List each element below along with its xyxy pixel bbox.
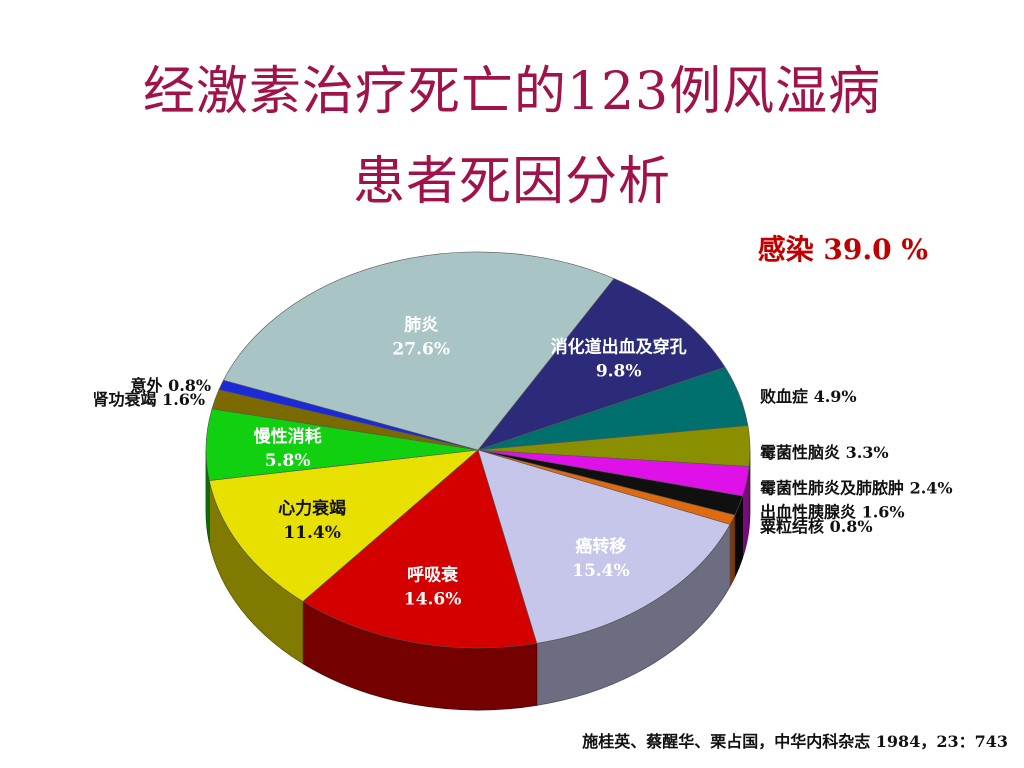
citation: 施桂英、蔡醒华、栗占国，中华内科杂志 1984，23：743 [582,732,1008,751]
slice-label-3: 霉菌性脑炎 3.3% [760,443,889,462]
slice-label-value-10: 5.8% [265,451,311,471]
slice-label-value-1: 9.8% [596,362,642,382]
pie-labels: 消化道出血及穿孔 9.8% 败血症 4.9% 霉菌性脑炎 3.3% 霉菌性肺炎及肺脓肿 … [92,315,952,609]
slice-label-4: 霉菌性肺炎及肺脓肿 2.4% [760,478,953,497]
slice-label-value-9: 11.4% [283,523,341,543]
slice-label-name-9: 心力衰竭 [278,498,346,519]
slice-label-value-8: 14.6% [404,590,462,610]
slide-title-line-1: 经激素治疗死亡的123例风湿病 [142,62,882,122]
pie-side-6 [729,514,736,588]
slice-label-name-7: 癌转移 [575,536,626,557]
infection-total-note: 感染 39.0 % [757,233,928,266]
slice-label-11: 肾功衰竭 1.6% [92,390,205,409]
slice-label-name-8: 呼吸衰 [407,565,459,586]
slice-label-12: 意外 0.8% [131,376,212,395]
slice-label-2: 败血症 4.9% [760,387,857,406]
slice-label-name-1: 消化道出血及穿孔 [551,337,687,358]
pie-slice-13 [223,251,615,451]
pie-sides [205,449,751,711]
slice-label-value-7: 15.4% [572,561,630,581]
slice-label-name-10: 慢性消耗 [254,426,322,447]
pie-slice-9 [208,449,479,602]
slice-label-name-13: 肺炎 [404,315,438,335]
slice-label-6: 粟粒结核 0.8% [759,517,873,536]
pie-slice-1 [477,278,726,451]
pie-slice-7 [477,449,731,644]
slice-label-5: 出血性胰腺炎 1.6% [760,503,905,522]
pie-slice-8 [302,449,538,649]
slice-label-value-13: 27.6% [392,339,450,359]
pie-top [205,251,751,649]
slide-title-line-2: 患者死因分析 [352,152,671,212]
